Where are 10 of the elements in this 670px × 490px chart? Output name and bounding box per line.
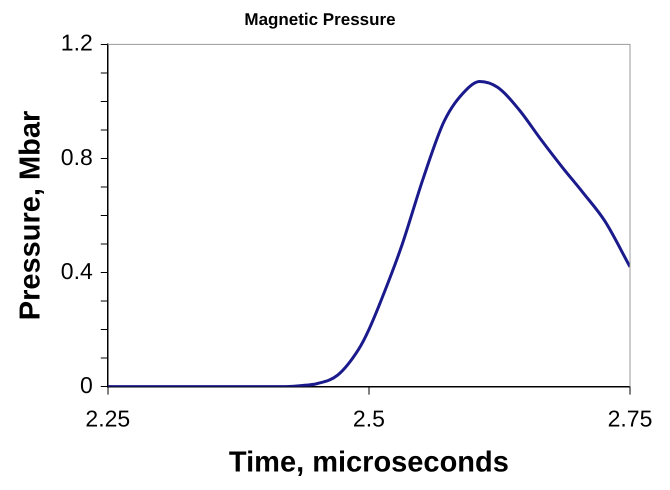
y-tick-label: 0.8 [60, 144, 93, 170]
x-tick-label: 2.25 [85, 406, 130, 432]
chart-title: Magnetic Pressure [244, 10, 396, 29]
y-axis-title: Pressure, Mbar [14, 110, 46, 320]
y-tick-label: 0.4 [60, 258, 93, 284]
x-tick-label: 2.75 [608, 406, 652, 432]
y-tick-label: 0 [80, 372, 93, 398]
x-axis-title: Time, microseconds [228, 446, 509, 479]
y-tick-label: 1.2 [60, 30, 93, 56]
x-tick-label: 2.5 [352, 406, 385, 432]
